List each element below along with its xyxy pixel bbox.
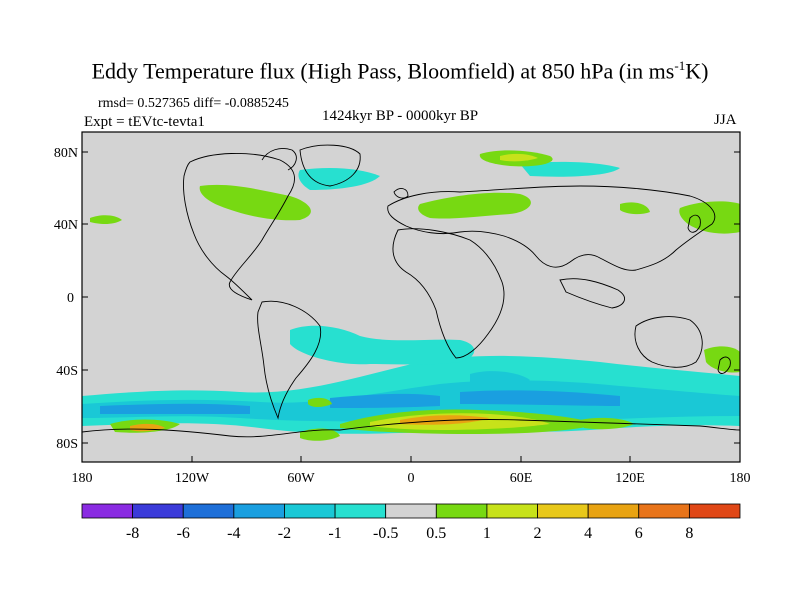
lon-label-180w: 180 bbox=[72, 471, 93, 486]
lon-label-60w: 60W bbox=[287, 471, 315, 486]
colorbar-swatch bbox=[638, 503, 690, 519]
map-title: Eddy Temperature flux (High Pass, Bloomf… bbox=[91, 58, 709, 84]
colorbar-label: -2 bbox=[278, 525, 291, 542]
colorbar: -8 -6 -4 -2 -1 -0.5 0.5 1 2 4 6 8 bbox=[81, 503, 741, 542]
lon-label-60e: 60E bbox=[510, 471, 533, 486]
australia-outline bbox=[634, 316, 703, 368]
contour-north-america-positive bbox=[199, 184, 311, 221]
contour-indian-sector-positive bbox=[580, 417, 634, 430]
colorbar-swatch bbox=[132, 503, 184, 519]
lon-label-0: 0 bbox=[408, 471, 415, 486]
contour-nz-positive bbox=[704, 346, 740, 373]
colorbar-label: -0.5 bbox=[373, 525, 398, 542]
new-zealand-outline bbox=[717, 356, 731, 374]
contour-south-atlantic-positive bbox=[308, 397, 332, 407]
lat-label-40n: 40N bbox=[54, 218, 78, 233]
contour-arctic-siberia bbox=[520, 161, 620, 177]
lat-label-40s: 40S bbox=[56, 364, 78, 379]
contour-southern-ocean-strong-1 bbox=[100, 403, 250, 414]
contour-arctic-mid bbox=[500, 153, 538, 162]
eurasia-outline bbox=[387, 185, 716, 271]
british-isles-outline bbox=[393, 188, 409, 199]
lon-label-120w: 120W bbox=[175, 471, 210, 486]
colorbar-swatch bbox=[284, 503, 336, 519]
lat-labels: 80N 40N 0 40S 80S bbox=[54, 146, 78, 452]
colorbar-swatch bbox=[537, 503, 589, 519]
contour-north-pacific-positive bbox=[679, 201, 740, 234]
greenland-outline bbox=[299, 144, 361, 187]
colorbar-swatch bbox=[182, 503, 235, 519]
lon-label-180e: 180 bbox=[730, 471, 751, 486]
period-label: 1424kyr BP - 0000kyr BP bbox=[322, 108, 479, 124]
contour-pacific-positive bbox=[90, 215, 122, 224]
colorbar-label: 2 bbox=[534, 525, 542, 542]
colorbar-label: 8 bbox=[685, 525, 693, 542]
japan-outline bbox=[687, 214, 701, 233]
colorbar-swatch bbox=[233, 503, 285, 519]
lat-label-0: 0 bbox=[67, 291, 74, 306]
contour-antarctic-coast-strong bbox=[400, 415, 490, 425]
experiment-label: Expt = tEVtc-tevta1 bbox=[84, 114, 205, 130]
colorbar-swatch bbox=[486, 503, 538, 519]
colorbar-label: 6 bbox=[635, 525, 643, 542]
colorbar-label: 4 bbox=[584, 525, 592, 542]
lat-ticks bbox=[82, 151, 740, 444]
colorbar-label: -1 bbox=[328, 525, 341, 542]
contour-southern-ocean-strong-3 bbox=[330, 393, 440, 408]
colorbar-label: -8 bbox=[126, 525, 139, 542]
contour-south-atlantic bbox=[290, 325, 475, 365]
colorbar-label: 0.5 bbox=[426, 525, 446, 542]
lon-ticks bbox=[81, 456, 741, 462]
lon-labels: 180 120W 60W 0 60E 120E 180 bbox=[72, 471, 751, 486]
stats-text: rmsd= 0.527365 diff= -0.0885245 bbox=[98, 96, 289, 111]
colorbar-swatch bbox=[81, 503, 134, 519]
contour-east-asia-positive bbox=[620, 202, 650, 215]
south-america-outline bbox=[257, 300, 322, 420]
coastlines bbox=[82, 144, 740, 438]
colorbar-swatch bbox=[435, 503, 488, 519]
africa-outline bbox=[392, 228, 505, 359]
antarctica-outline bbox=[82, 419, 740, 438]
contour-weddell-positive bbox=[300, 428, 340, 441]
greenland-west-outline bbox=[261, 148, 297, 171]
colorbar-swatch bbox=[587, 503, 640, 519]
colorbar-label: 1 bbox=[483, 525, 491, 542]
contour-europe-positive bbox=[418, 192, 531, 219]
contour-cape-region bbox=[470, 371, 530, 385]
colorbar-swatch bbox=[334, 503, 387, 519]
map-panel: 80N 40N 0 40S 80S 180 120W 60W 0 60E 120… bbox=[54, 131, 751, 486]
north-america-outline bbox=[183, 153, 295, 301]
season-label: JJA bbox=[714, 112, 737, 128]
colorbar-label: -4 bbox=[227, 525, 240, 542]
contour-southern-ocean-strong-2 bbox=[460, 390, 620, 406]
colorbar-label: -6 bbox=[177, 525, 190, 542]
colorbar-swatch bbox=[385, 503, 437, 519]
flux-contours bbox=[82, 150, 740, 441]
contour-north-atlantic bbox=[298, 168, 380, 190]
maritime-continent-outline bbox=[559, 278, 625, 309]
lat-label-80s: 80S bbox=[56, 437, 78, 452]
lat-label-80n: 80N bbox=[54, 146, 78, 161]
lon-label-120e: 120E bbox=[615, 471, 645, 486]
colorbar-swatch bbox=[688, 503, 741, 519]
